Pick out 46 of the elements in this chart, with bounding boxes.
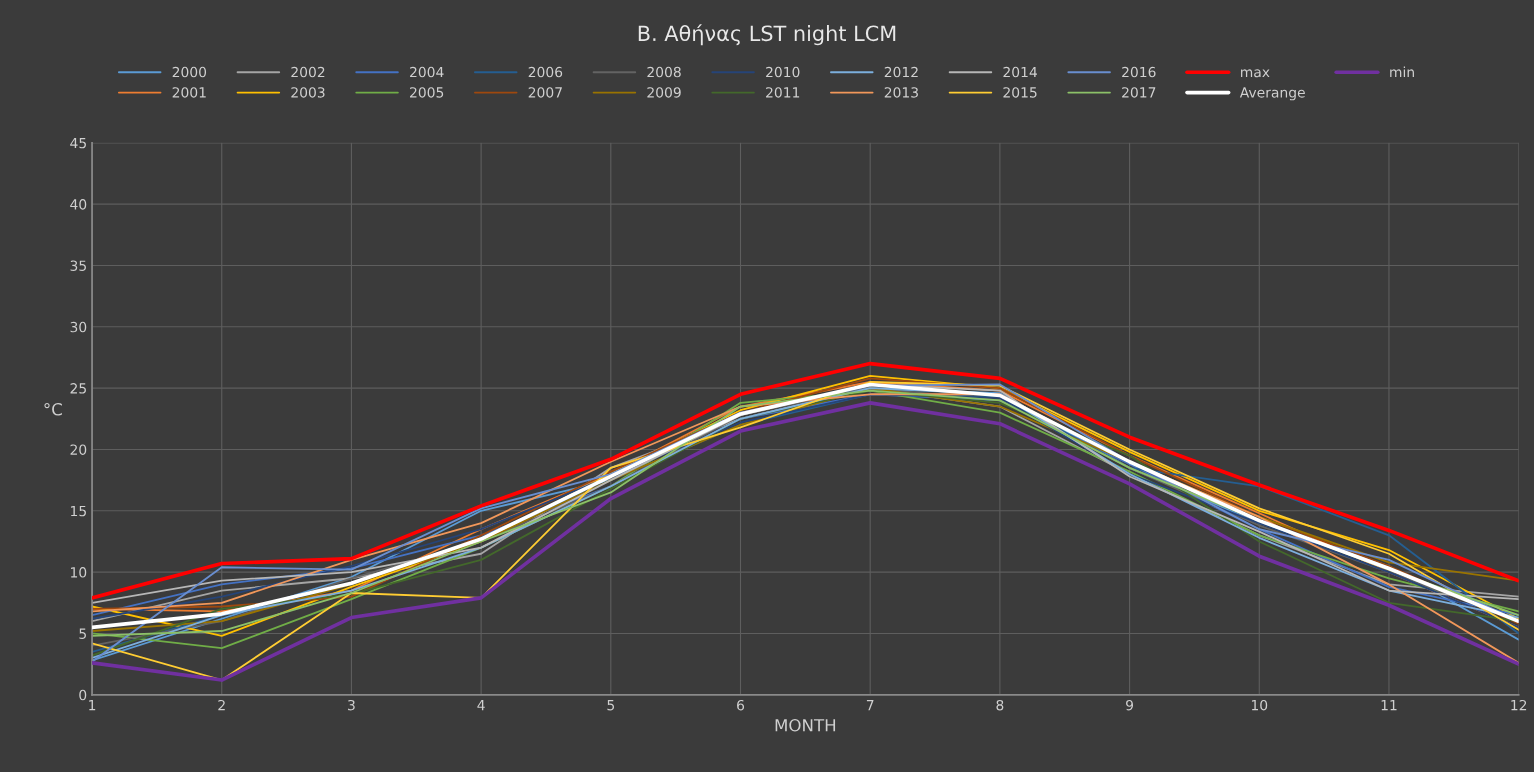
x-tick-label: 7 (866, 700, 874, 711)
y-tick-label: 15 (71, 505, 86, 517)
y-tick-label: 40 (70, 199, 87, 210)
legend-label: 2013 (884, 87, 918, 98)
y-tick-label: 10 (71, 567, 87, 578)
legend-label: 2011 (766, 87, 800, 98)
legend-label: 2004 (410, 66, 444, 78)
x-tick-label: 10 (1251, 699, 1268, 711)
legend-label: 2008 (647, 66, 681, 78)
legend-label: 2017 (1122, 87, 1156, 98)
chart-title: Β. Αθήνας LST night LCM (638, 24, 896, 46)
x-tick-label: 8 (996, 699, 1004, 711)
legend-label: 2001 (172, 87, 206, 98)
y-tick-label: 25 (70, 383, 86, 394)
x-tick-label: 3 (348, 699, 355, 711)
x-tick-label: 1 (89, 700, 96, 711)
legend-label: 2000 (172, 66, 207, 78)
legend-label: 2015 (1003, 87, 1037, 98)
y-tick-label: 45 (70, 137, 86, 149)
y-tick-label: 35 (70, 260, 86, 271)
legend-label: 2009 (647, 87, 681, 98)
x-tick-label: 12 (1511, 699, 1527, 711)
legend-label: 2005 (410, 87, 444, 98)
y-tick-label: 20 (70, 444, 87, 455)
legend-label: max (1241, 69, 1270, 78)
legend-label: 2012 (884, 66, 918, 78)
legend-label: min (1390, 66, 1414, 78)
x-tick-label: 11 (1381, 700, 1397, 711)
legend-label: 2002 (291, 66, 325, 78)
legend-label: Averange (1239, 87, 1305, 101)
legend-label: 2003 (291, 87, 325, 98)
legend-label: 2014 (1003, 66, 1037, 78)
legend-label: 2010 (766, 66, 800, 78)
legend-label: 2016 (1122, 66, 1156, 78)
legend-label: 2007 (528, 87, 562, 98)
x-axis-title: MONTH (775, 718, 836, 732)
x-tick-label: 5 (607, 700, 615, 711)
x-tick-label: 9 (1126, 699, 1134, 711)
x-tick-label: 6 (737, 699, 745, 711)
x-tick-label: 4 (477, 700, 485, 711)
y-axis-title: °C (44, 402, 62, 416)
x-tick-label: 2 (218, 699, 225, 711)
y-tick-label: 0 (79, 689, 87, 701)
legend-label: 2006 (528, 66, 563, 78)
y-tick-label: 5 (79, 628, 86, 639)
y-tick-label: 30 (70, 321, 87, 333)
